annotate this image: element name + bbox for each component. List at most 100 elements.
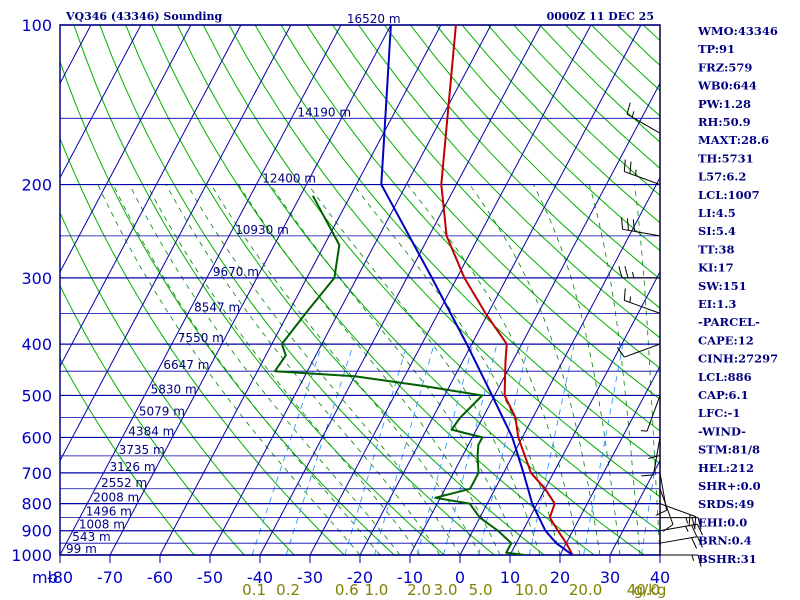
pressure-tick-label: 600 — [21, 428, 52, 447]
wind-barb-flag — [696, 523, 703, 536]
moist-adiabat — [634, 184, 660, 555]
temperature-tick-label: -70 — [97, 568, 123, 587]
mixing-ratio-label: 10.0 — [515, 581, 548, 599]
index-5: RH:50.9 — [698, 115, 751, 129]
mixing-ratio-line — [416, 343, 474, 555]
pressure-tick-label: 400 — [21, 335, 52, 354]
wind-barb-flag — [621, 217, 624, 230]
temperature-tick-label: -20 — [347, 568, 373, 587]
temperature-tick-label: 20 — [550, 568, 570, 587]
moist-adiabat — [533, 184, 621, 555]
isotherm-line — [60, 25, 192, 274]
mixing-ratio-label: 40.0 — [627, 581, 660, 599]
pressure-tick-label: 900 — [21, 522, 52, 541]
wind-barb-column — [616, 25, 703, 567]
wind-barb-flag — [623, 159, 626, 172]
mixing-ratio-line — [528, 344, 575, 555]
index-23: STM:81/8 — [698, 443, 760, 457]
wind-barb-flag — [629, 296, 631, 303]
mixing-ratio-line — [344, 343, 408, 555]
isotherm-line — [609, 459, 660, 555]
isotherm-line — [309, 25, 592, 555]
isotherm-line — [60, 25, 242, 368]
moist-adiabat — [97, 184, 361, 555]
height-label: 5830 m — [151, 383, 197, 397]
pressure-tick-label: 300 — [21, 269, 52, 288]
height-label: 2552 m — [101, 476, 147, 490]
wind-barb-staff — [646, 395, 661, 432]
temperature-tick-label: -30 — [297, 568, 323, 587]
moist-adiabat — [165, 184, 441, 555]
height-label: 4384 m — [128, 424, 174, 438]
index-28: BRN:0.4 — [698, 534, 752, 548]
mixing-ratio-label: 5.0 — [469, 581, 493, 599]
temperature-tick-label: -60 — [147, 568, 173, 587]
pressure-tick-label: 500 — [21, 387, 52, 406]
isotherm-line — [60, 25, 292, 462]
index-9: LCL:1007 — [698, 188, 760, 202]
wind-barb-flag — [640, 430, 648, 432]
height-label: 2008 m — [93, 491, 139, 505]
grid-lines — [59, 24, 661, 563]
mixing-ratio-line — [285, 343, 354, 555]
isotherm-line — [359, 25, 642, 555]
index-24: HEL:212 — [698, 461, 754, 475]
wind-barb — [640, 395, 661, 432]
wind-barb-flag — [631, 111, 635, 118]
chart-header: VQ346 (43346) Sounding 0000Z 11 DEC 25 — [65, 10, 654, 23]
height-label: 14190 m — [297, 105, 351, 119]
index-17: CAPE:12 — [698, 333, 754, 347]
index-18: CINH:27297 — [698, 352, 778, 366]
wind-barb — [621, 217, 661, 237]
index-12: TT:38 — [698, 242, 735, 256]
wind-barb-flag — [624, 266, 629, 279]
moist-adiabat — [307, 184, 541, 555]
height-labels: 16520 m 14190 m 12400 m 10930 m 9670 m 8547 m… — [66, 12, 401, 556]
index-3: WB0:644 — [697, 79, 757, 93]
index-16: -PARCEL- — [698, 315, 760, 329]
isotherm-line — [60, 25, 142, 179]
wind-barb-flag — [697, 517, 702, 530]
height-label: 543 m — [72, 530, 110, 544]
mixing-ratio-label: 0.2 — [276, 581, 300, 599]
wind-barb — [648, 417, 661, 459]
wind-barb — [623, 288, 661, 314]
height-label: 10930 m — [235, 223, 289, 237]
index-2: FRZ:579 — [698, 60, 752, 74]
isotherm-line — [60, 25, 342, 555]
wind-barb-staff — [624, 171, 661, 186]
index-20: CAP:6.1 — [698, 388, 749, 402]
wind-barb-staff — [624, 343, 661, 358]
mixing-ratio-line — [640, 433, 660, 555]
temperature-tick-label: 0 — [455, 568, 465, 587]
axis-labels: 0.1 0.2 0.6 1.0 2.0 3.0 5.0 10.0 20.0 40.0g/kg100… — [11, 16, 670, 599]
wind-barb-staff — [652, 437, 661, 475]
wind-barb-staff — [659, 536, 698, 544]
index-15: EI:1.3 — [698, 297, 736, 311]
height-label: 6647 m — [163, 358, 209, 372]
wind-barb-flag — [631, 271, 635, 279]
moist-adiabat — [186, 184, 461, 555]
isotherm-line — [209, 25, 492, 555]
mixing-ratio-line — [478, 343, 530, 555]
mixing-ratio-label: 3.0 — [434, 581, 458, 599]
wind-barb-flag — [618, 266, 623, 279]
height-label: 9670 m — [213, 265, 259, 279]
isotherm-line — [259, 25, 542, 555]
mixing-ratio-unit: g/kg — [634, 581, 667, 599]
temperature-tick-label: 30 — [600, 568, 620, 587]
index-14: SW:151 — [698, 279, 747, 293]
temperature-tick-label: 40 — [650, 568, 670, 587]
wind-barb-flag — [632, 219, 635, 232]
wind-barb-flag — [626, 102, 631, 115]
series-line-dewpoint — [273, 195, 526, 555]
wind-barb-staff — [626, 113, 661, 134]
mixing-ratio-line — [373, 343, 435, 555]
mixing-ratio-label: 0.6 — [335, 581, 359, 599]
index-19: LCL:886 — [698, 370, 752, 384]
temperature-tick-label: -10 — [397, 568, 423, 587]
mixing-ratio-label: 1.0 — [364, 581, 388, 599]
wind-barb — [660, 554, 702, 567]
index-11: SI:5.4 — [698, 224, 736, 238]
height-label: 16520 m — [347, 12, 401, 26]
